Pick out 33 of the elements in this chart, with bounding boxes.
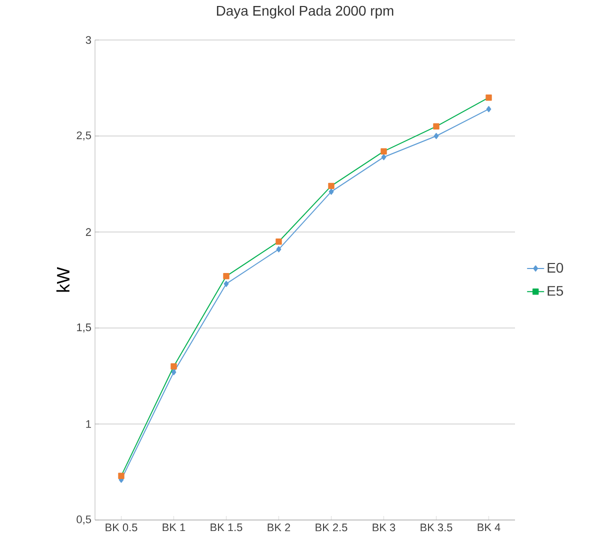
- x-tick-label: BK 1.5: [210, 524, 242, 532]
- point: [276, 238, 282, 245]
- point: [276, 246, 282, 252]
- point: [434, 132, 439, 140]
- point: [171, 369, 176, 376]
- point: [224, 280, 229, 287]
- point: [380, 148, 387, 154]
- x-tick-label: BK 3.5: [420, 524, 452, 532]
- x-tick-label: BK 3: [372, 524, 396, 532]
- legend-label: E0: [548, 262, 564, 273]
- x-tick-label: BK 2.5: [316, 524, 348, 532]
- point: [223, 273, 230, 280]
- point: [486, 106, 492, 112]
- point: [433, 123, 440, 130]
- x-tick-label: BK 1: [162, 524, 186, 532]
- legend-label: E5: [548, 286, 564, 296]
- y-tick-label: 2,5: [76, 131, 92, 141]
- point: [381, 154, 386, 160]
- y-tick-label: 1,5: [77, 324, 92, 332]
- point: [328, 188, 334, 195]
- y-axis-title: kW: [56, 267, 70, 292]
- y-tick-label: 0,5: [76, 515, 92, 525]
- point: [170, 363, 177, 370]
- x-tick-label: BK 0.5: [106, 524, 138, 532]
- chart-title: Daya Engkol Pada 2000 rpm: [216, 5, 394, 18]
- point: [118, 472, 124, 479]
- x-tick-label: BK 4: [478, 524, 500, 532]
- y-tick-label: 3: [86, 36, 91, 44]
- y-tick-label: 1: [86, 420, 91, 428]
- point: [328, 182, 334, 190]
- y-tick-label: 2: [86, 228, 91, 236]
- x-tick-label: BK 2: [268, 524, 290, 532]
- point: [486, 94, 492, 101]
